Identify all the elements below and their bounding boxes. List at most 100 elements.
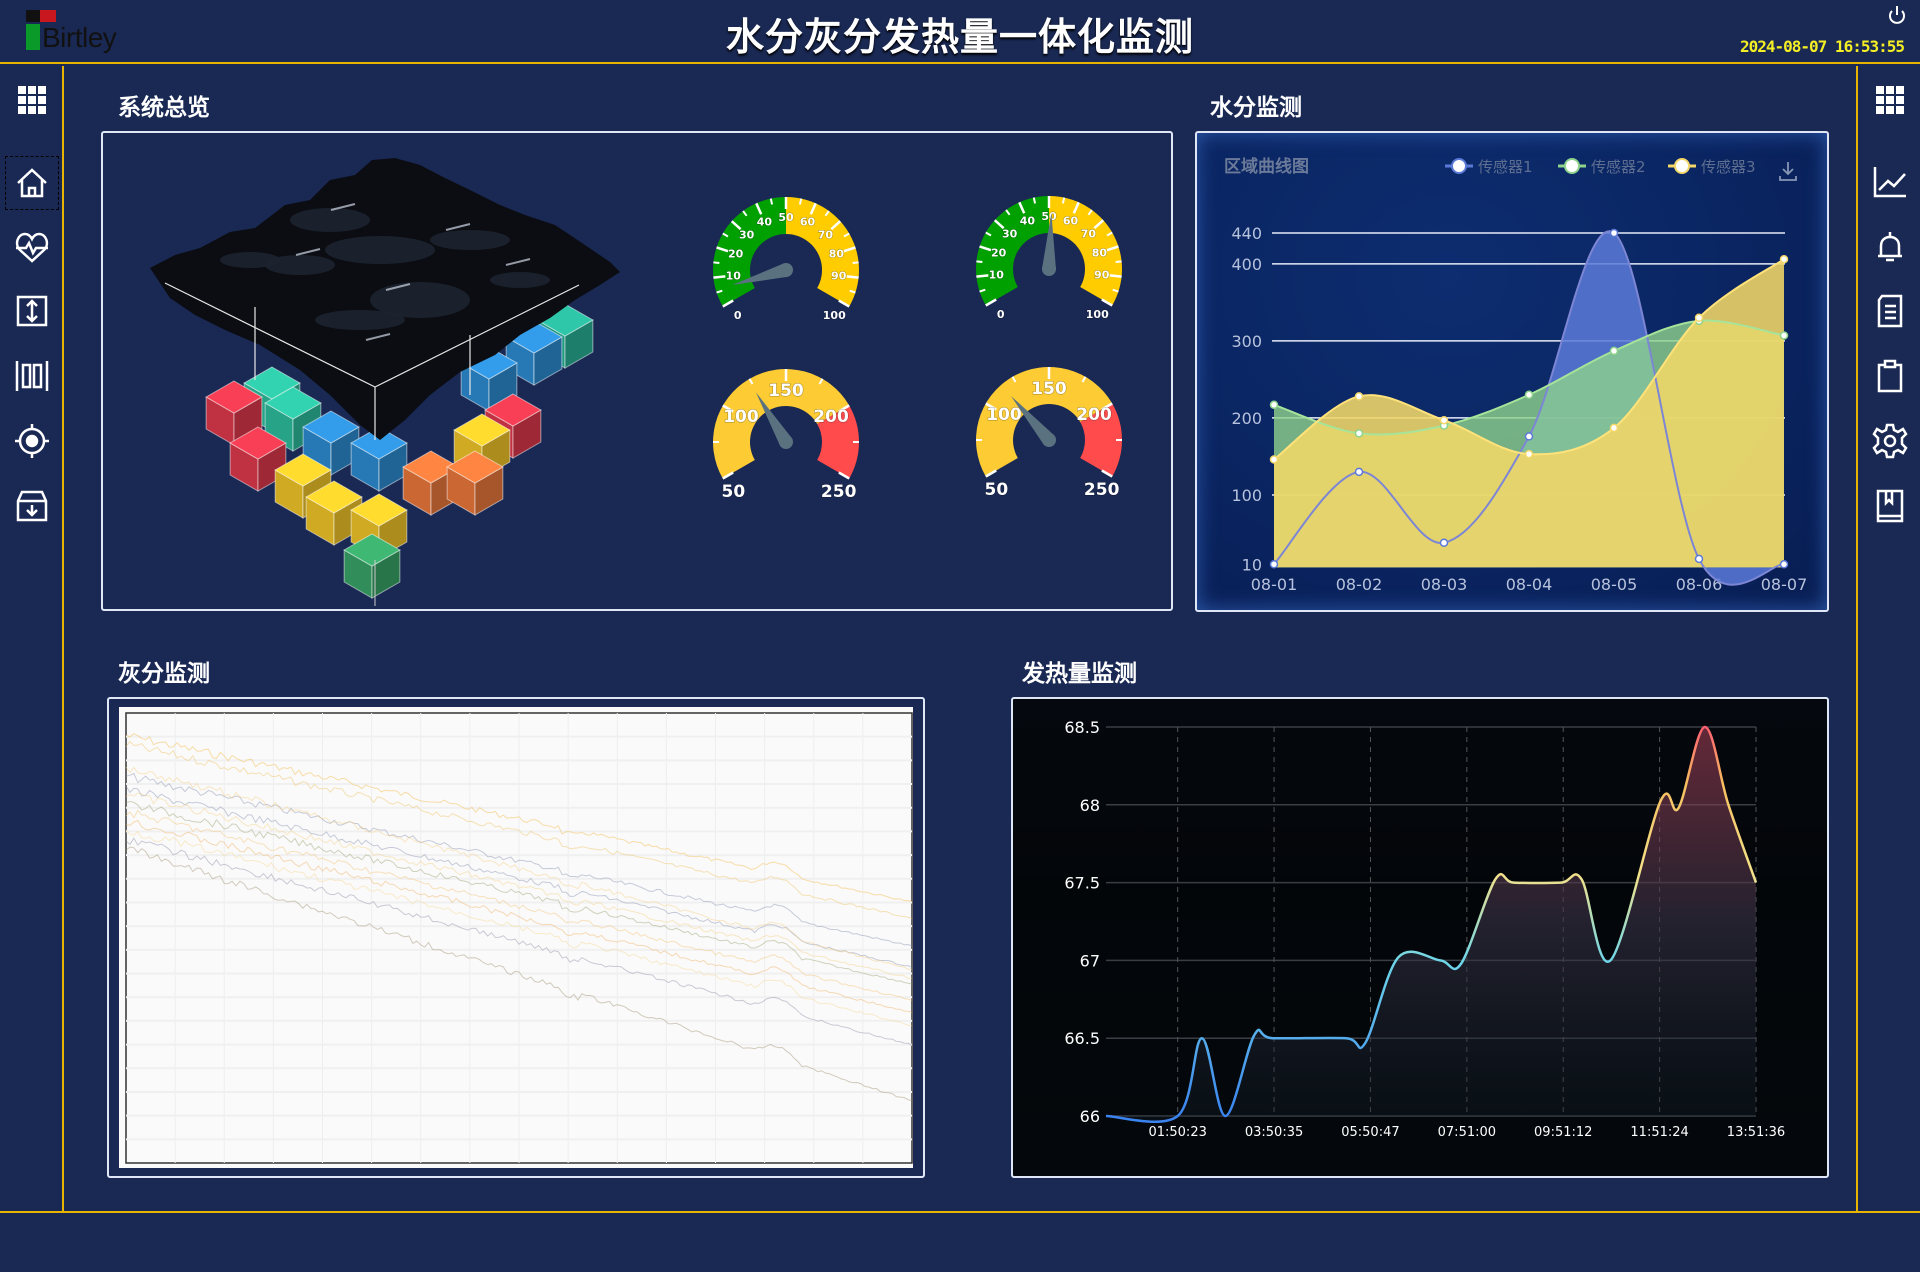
- gauge-tick: [1061, 197, 1066, 204]
- cube-block: [264, 386, 322, 452]
- section-title-overview: 系统总览: [118, 95, 210, 121]
- gauge-label: 10: [726, 270, 742, 283]
- gauge-tick: [1115, 260, 1122, 263]
- gauge-tick: [985, 231, 992, 237]
- bell-icon[interactable]: [1870, 227, 1910, 267]
- gauge-tick: [1112, 288, 1119, 293]
- gauge-tick: [716, 246, 729, 253]
- barcode-icon[interactable]: [12, 356, 52, 396]
- section-title-ash: 灰分监测: [118, 661, 210, 687]
- gauge-tick: [1101, 402, 1113, 411]
- archive-download-icon[interactable]: [12, 486, 52, 526]
- gauge-tick: [1106, 245, 1119, 252]
- coal-rock: [490, 272, 550, 288]
- page-title: 水分灰分发热量一体化监测: [725, 15, 1194, 59]
- gauge: 50 100 150 200 250: [976, 367, 1122, 501]
- cube-block: [229, 426, 287, 492]
- coal-rock: [315, 310, 405, 330]
- gauge-label: 100: [1086, 308, 1109, 321]
- section-title-heat: 发热量监测: [1022, 661, 1137, 687]
- gauge-needle: [1011, 396, 1055, 445]
- gauge-tick: [722, 299, 734, 308]
- gauge-label: 20: [991, 247, 1007, 260]
- heart-pulse-icon[interactable]: [12, 227, 52, 267]
- settings-gear-icon[interactable]: [1870, 421, 1910, 461]
- ash-panel: [107, 697, 925, 1178]
- gauge-label: 80: [829, 248, 845, 261]
- coal-glint: [330, 203, 356, 211]
- gauge-label: 100: [823, 309, 846, 322]
- power-icon[interactable]: [1886, 4, 1908, 28]
- apps-grid-icon[interactable]: [12, 80, 52, 120]
- ash-spectrum-plot: [119, 707, 913, 1168]
- vertical-resize-icon[interactable]: [12, 291, 52, 331]
- cube-block: [446, 450, 504, 516]
- gauge-tick: [809, 202, 817, 215]
- gauge-tick: [1005, 209, 1011, 216]
- coal-rock: [290, 208, 370, 232]
- clipboard-icon[interactable]: [1870, 356, 1910, 396]
- coal-3d-illustration: [150, 158, 620, 606]
- gauge-label: 200: [813, 407, 849, 427]
- gauge-label: 20: [728, 248, 744, 261]
- gauge-tick: [979, 245, 992, 252]
- coal-glint: [445, 223, 471, 231]
- gauge-label: 60: [800, 216, 816, 229]
- gauge-label: 200: [1076, 405, 1112, 425]
- gauge-band: [786, 197, 859, 307]
- gauge-tick: [993, 219, 1005, 230]
- birtley-logo: Birtley: [26, 10, 156, 54]
- cube-block: [205, 380, 263, 446]
- gauge-label: 30: [739, 229, 755, 242]
- gauge-tick: [1018, 201, 1026, 214]
- gauge-tick: [722, 232, 729, 238]
- gauge: 50 100 150 200 250: [713, 369, 859, 503]
- gauge-needle-hub: [1042, 433, 1056, 447]
- coal-glint: [385, 283, 411, 291]
- footer-divider: [0, 1211, 1920, 1213]
- gauge-tick: [838, 299, 850, 308]
- gauge-label: 100: [723, 407, 759, 427]
- gauge-tick: [1109, 274, 1122, 278]
- cube-block: [350, 426, 408, 492]
- gauge-tick: [1087, 209, 1093, 216]
- gauge-tick: [748, 378, 754, 385]
- grid-frame: [164, 282, 580, 440]
- gauge-tick: [985, 298, 997, 307]
- gauge-label: 40: [757, 216, 773, 229]
- header-bar: Birtley 水分灰分发热量一体化监测 2024-08-07 16:53:55: [0, 0, 1920, 64]
- gauge-label: 250: [821, 482, 857, 502]
- left-sidebar: [0, 66, 64, 1212]
- document-icon[interactable]: [1870, 291, 1910, 331]
- gauge-tick: [722, 471, 734, 480]
- gauge-label: 250: [1084, 480, 1120, 500]
- gauge-tick: [1011, 376, 1017, 383]
- gauge-band: [713, 369, 850, 479]
- book-icon[interactable]: [1870, 486, 1910, 526]
- gauge-tick: [730, 220, 742, 231]
- coal-glint: [295, 248, 321, 256]
- gauge-tick: [798, 198, 803, 205]
- gauge-tick: [843, 232, 850, 238]
- gauge-label: 0: [997, 308, 1005, 321]
- gauge-band: [817, 405, 859, 479]
- gauge-tick: [824, 210, 830, 217]
- gauge-band: [976, 367, 1113, 477]
- coal-rock: [265, 255, 335, 275]
- gauge-tick: [979, 288, 986, 293]
- gauge-tick: [830, 220, 842, 231]
- gauge-label: 90: [1094, 269, 1110, 282]
- gauge-label: 90: [831, 270, 847, 283]
- gauge-needle: [732, 263, 788, 286]
- gauge-label: 70: [1081, 228, 1097, 241]
- gauge-tick: [755, 202, 763, 215]
- line-chart-icon[interactable]: [1870, 162, 1910, 202]
- overview-panel: [101, 131, 1173, 611]
- target-icon[interactable]: [12, 421, 52, 461]
- gauge-tick: [713, 275, 726, 279]
- apps-grid-icon[interactable]: [1870, 80, 1910, 120]
- home-icon[interactable]: [5, 156, 59, 210]
- gauge-label: 50: [722, 482, 746, 502]
